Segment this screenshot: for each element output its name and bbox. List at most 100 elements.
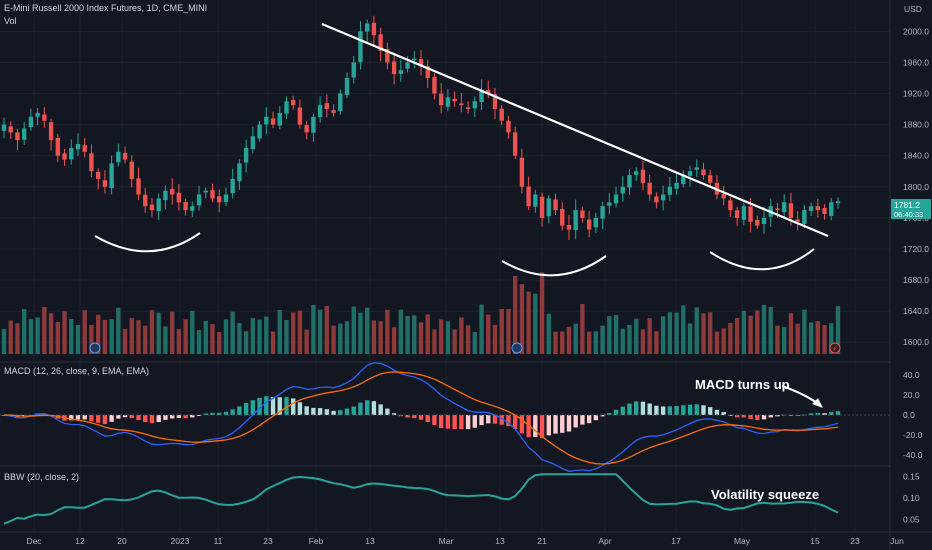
macd-histogram-bar xyxy=(721,412,726,415)
candle xyxy=(438,82,444,114)
macd-histogram-bar xyxy=(156,415,161,423)
candle xyxy=(169,178,175,205)
volume-bar xyxy=(795,323,800,354)
volume-bar xyxy=(492,325,498,354)
dividend-event-icon[interactable] xyxy=(511,342,523,354)
volume-bar xyxy=(42,307,47,354)
macd-histogram-bar xyxy=(775,415,780,417)
macd-histogram-bar xyxy=(755,415,760,420)
volume-bar xyxy=(808,322,814,354)
macd-histogram-bar xyxy=(714,409,720,415)
volume-bar xyxy=(553,331,558,354)
candle xyxy=(35,107,40,126)
macd-histogram-bar xyxy=(405,415,410,418)
macd-histogram-bar xyxy=(425,415,430,422)
volume-bar xyxy=(324,305,330,354)
macd-histogram-bar xyxy=(149,415,155,424)
volume-bar xyxy=(217,331,222,354)
volume-bar xyxy=(654,331,659,354)
volume-bar xyxy=(291,312,296,354)
macd-histogram-bar xyxy=(102,415,108,425)
candle xyxy=(539,192,545,227)
volume-bar xyxy=(378,321,383,354)
volume-bar xyxy=(230,311,235,354)
macd-histogram-bar xyxy=(196,415,202,416)
volume-bars xyxy=(1,272,841,354)
macd-histogram-bar xyxy=(486,415,491,424)
volume-bar xyxy=(223,319,229,354)
macd-histogram-bar xyxy=(297,402,303,415)
candle xyxy=(667,176,673,202)
candle xyxy=(560,202,565,231)
macd-histogram-bar xyxy=(748,415,753,419)
bbw-axis: 0.15 0.10 0.05 xyxy=(903,471,920,524)
candle xyxy=(196,185,202,211)
macd-histogram-bar xyxy=(808,413,814,415)
candle xyxy=(546,195,551,224)
macd-histogram-bar xyxy=(492,415,498,424)
candle xyxy=(506,115,511,139)
candle xyxy=(660,185,666,211)
candle xyxy=(580,206,585,223)
candle xyxy=(55,133,60,163)
candle xyxy=(593,212,599,234)
currency-label: USD xyxy=(904,4,922,14)
volume-bar xyxy=(687,323,693,354)
volume-bar xyxy=(452,329,457,354)
macd-histogram-bar xyxy=(694,404,699,415)
volatility-squeeze-annotation: Volatility squeeze xyxy=(711,487,819,502)
volume-bar xyxy=(640,329,646,354)
candle xyxy=(479,79,484,110)
volume-bar xyxy=(835,306,841,354)
price-tick-label: 1720.0 xyxy=(903,244,929,254)
macd-line xyxy=(3,362,839,473)
volume-bar xyxy=(499,309,504,354)
volume-bar xyxy=(210,324,215,354)
lightning-event-icon[interactable] xyxy=(829,342,841,354)
macd-histogram-bar xyxy=(270,397,276,415)
volume-bar xyxy=(190,310,195,354)
candle xyxy=(607,193,612,215)
candle xyxy=(418,50,424,76)
candle xyxy=(237,159,242,190)
candle xyxy=(89,144,94,178)
volume-bar xyxy=(560,331,565,354)
candle xyxy=(371,15,377,46)
time-tick-label: 17 xyxy=(671,536,681,546)
macd-histogram-bar xyxy=(82,415,87,420)
volume-bar xyxy=(284,319,289,354)
candle xyxy=(734,207,740,226)
candle xyxy=(795,211,800,231)
last-price-badge: 1781.2 06:40:33 xyxy=(891,199,931,219)
candle xyxy=(613,186,619,208)
macd-histogram-bar xyxy=(472,415,477,428)
candle xyxy=(432,73,437,100)
candle xyxy=(163,185,168,210)
dividend-event-icon[interactable] xyxy=(89,342,101,354)
time-tick-label: 2023 xyxy=(171,536,190,546)
volume-bar xyxy=(815,321,821,354)
candle xyxy=(681,170,686,188)
volume-bar xyxy=(472,331,477,354)
volume-bar xyxy=(425,314,430,354)
macd-histogram-bar xyxy=(533,415,538,438)
macd-tick-label: -20.0 xyxy=(903,430,923,440)
macd-histogram-bar xyxy=(418,415,424,420)
macd-histogram-bar xyxy=(600,415,605,417)
candle xyxy=(143,187,148,213)
volume-bar xyxy=(802,309,807,354)
macd-histogram-bar xyxy=(701,405,706,415)
macd-histogram-bar xyxy=(761,415,767,420)
volume-bar xyxy=(459,317,464,354)
candle xyxy=(62,148,67,166)
candle xyxy=(183,198,188,216)
volume-bar xyxy=(317,309,323,354)
macd-axis: 40.0 20.0 0.0 -20.0 -40.0 xyxy=(903,370,923,460)
volume-bar xyxy=(755,310,760,354)
candle xyxy=(69,139,74,165)
candle xyxy=(412,51,417,69)
candle xyxy=(566,215,572,241)
volume-bar xyxy=(358,312,363,354)
macd-indicator-label: MACD (12, 26, close, 9, EMA, EMA) xyxy=(4,366,149,376)
volume-bar xyxy=(829,323,834,354)
